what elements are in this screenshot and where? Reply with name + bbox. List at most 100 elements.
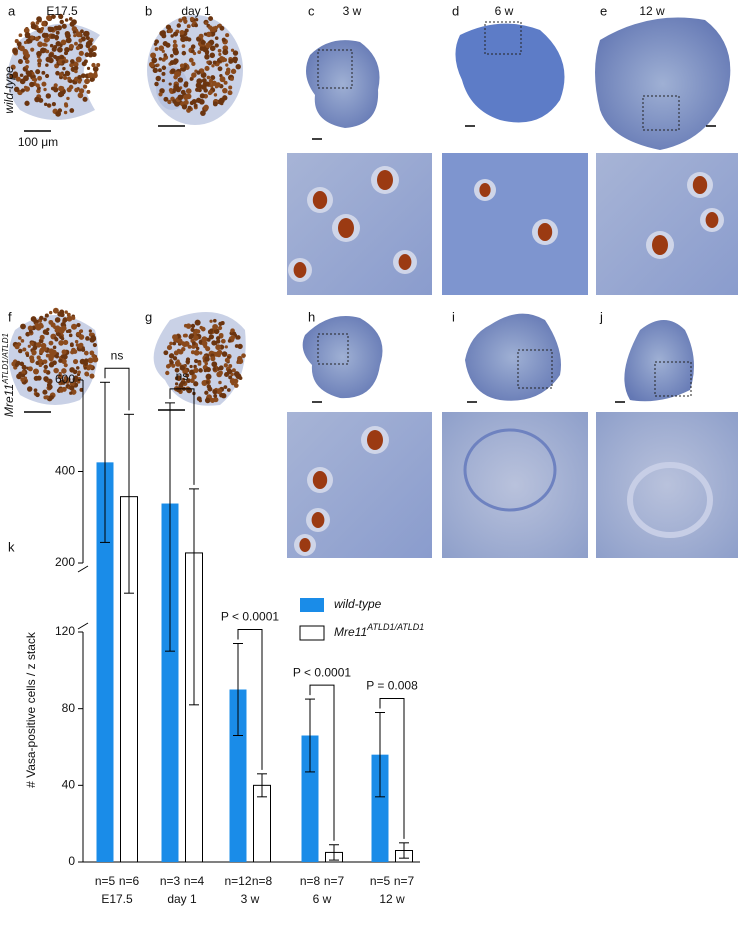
cell xyxy=(197,396,202,401)
cell xyxy=(84,358,89,363)
cell xyxy=(85,41,91,47)
oocyte-nucleus xyxy=(312,191,328,209)
cell xyxy=(163,350,169,356)
cell xyxy=(230,372,234,377)
cell xyxy=(90,335,96,341)
cell xyxy=(77,370,81,375)
cell xyxy=(38,363,43,368)
oocyte-nucleus xyxy=(293,262,307,278)
cell xyxy=(55,30,60,35)
y-tick-label: 40 xyxy=(62,778,76,792)
cell xyxy=(64,18,69,22)
scale-label: 100 μm xyxy=(18,135,58,149)
cell xyxy=(195,346,200,351)
cell xyxy=(24,59,30,64)
cell xyxy=(223,58,228,62)
cell xyxy=(185,88,192,94)
cell xyxy=(13,86,20,93)
cell xyxy=(32,345,38,351)
cell xyxy=(213,393,218,398)
cell xyxy=(35,69,41,75)
cell xyxy=(205,373,212,380)
cell xyxy=(223,80,228,85)
cell xyxy=(86,66,91,71)
cell xyxy=(78,329,83,334)
oocyte-nucleus xyxy=(398,254,412,270)
cell xyxy=(72,376,79,383)
cell xyxy=(34,96,40,103)
n-label: n=6 xyxy=(119,874,140,888)
oocyte-nucleus xyxy=(705,212,719,228)
cell xyxy=(55,71,60,76)
cell xyxy=(206,31,212,38)
cell xyxy=(84,371,90,377)
oocyte-nucleus xyxy=(311,512,325,528)
cell xyxy=(87,357,94,364)
cell xyxy=(161,71,166,76)
cell xyxy=(150,52,157,59)
cell xyxy=(62,75,68,81)
cell xyxy=(201,336,208,343)
cell xyxy=(60,55,65,60)
cell xyxy=(17,336,22,340)
cell xyxy=(212,60,217,65)
cell xyxy=(43,102,48,107)
cell xyxy=(207,386,213,392)
cell xyxy=(48,355,54,362)
row-label-text: Mre11 xyxy=(2,384,16,417)
cell xyxy=(70,59,75,64)
cell xyxy=(228,364,233,368)
x-tick-label: 3 w xyxy=(241,892,260,906)
cell xyxy=(19,73,24,78)
cell xyxy=(46,327,50,332)
cell xyxy=(191,99,197,105)
cell xyxy=(203,88,208,93)
cell xyxy=(172,89,176,94)
n-label: n=8 xyxy=(252,874,273,888)
cell xyxy=(182,333,187,338)
y-tick-label: 400 xyxy=(55,464,75,478)
cell xyxy=(231,368,236,373)
n-label: n=5 xyxy=(370,874,391,888)
cell xyxy=(219,25,225,31)
cell xyxy=(179,63,185,69)
cell xyxy=(52,307,59,314)
cell xyxy=(73,65,79,71)
cell xyxy=(78,50,84,56)
panel-letter: b xyxy=(145,3,152,18)
cell xyxy=(179,30,185,35)
cell xyxy=(61,60,66,64)
cell xyxy=(222,87,228,94)
cell xyxy=(16,373,22,380)
cell xyxy=(41,81,47,87)
panel-letter: j xyxy=(599,309,603,324)
cell xyxy=(192,51,197,56)
cell xyxy=(221,37,226,42)
cell xyxy=(77,92,84,99)
cell xyxy=(14,39,19,44)
cell xyxy=(208,16,214,22)
cell xyxy=(24,86,31,92)
cell xyxy=(193,381,199,387)
cell xyxy=(185,373,190,378)
cell xyxy=(45,353,50,358)
cell xyxy=(177,348,181,352)
cell xyxy=(197,88,202,93)
comparison-bracket xyxy=(309,684,335,841)
bar xyxy=(96,462,114,862)
x-tick-label: 12 w xyxy=(379,892,405,906)
cell xyxy=(43,317,47,322)
cell xyxy=(69,381,75,387)
cell xyxy=(75,45,81,51)
cell xyxy=(165,24,172,30)
cell xyxy=(67,76,71,81)
cell xyxy=(174,367,180,373)
cell xyxy=(38,358,43,364)
cell xyxy=(20,88,25,93)
cell xyxy=(190,327,195,333)
cell xyxy=(63,363,68,368)
cell xyxy=(9,73,14,79)
cell xyxy=(89,373,95,379)
cell xyxy=(40,47,46,54)
cell xyxy=(69,367,75,373)
